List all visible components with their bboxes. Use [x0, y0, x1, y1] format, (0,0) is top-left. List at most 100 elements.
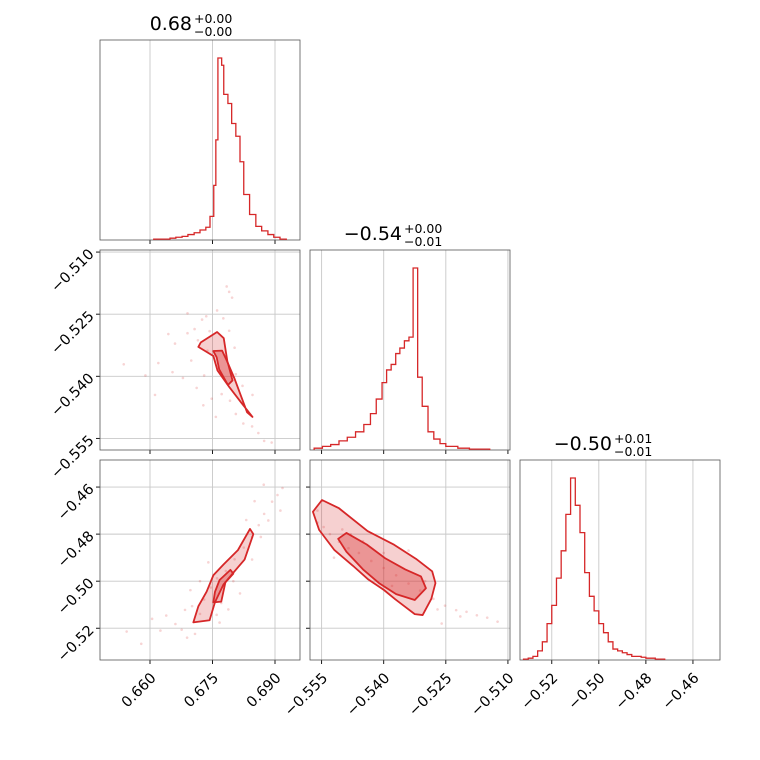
sample-point [209, 586, 213, 589]
sample-point [279, 509, 282, 512]
sample-point [459, 615, 462, 618]
sample-point [157, 361, 160, 365]
sample-point [238, 592, 242, 595]
histogram-bin [627, 655, 632, 660]
sample-point [190, 604, 194, 608]
sample-point [266, 481, 269, 484]
sample-point [225, 285, 228, 288]
sample-point [418, 589, 422, 592]
histogram-panel-0: 0.68 +0.00−0.00 [99, 11, 301, 244]
panel-frame [309, 459, 511, 661]
pair-plot-area [125, 483, 284, 646]
sample-point [407, 549, 410, 552]
histogram-bin [604, 633, 609, 660]
sample-point [167, 332, 170, 336]
x-tick-label: −0.510 [468, 670, 517, 719]
sample-point [208, 329, 211, 333]
y-tick-label: −0.52 [55, 623, 98, 666]
x-tick-label: 0.660 [119, 670, 160, 711]
histogram-bin [561, 551, 566, 660]
sample-point [207, 561, 210, 564]
sample-point [432, 597, 435, 601]
histogram-bin [542, 642, 547, 660]
sample-point [262, 439, 266, 443]
histogram-bin [364, 425, 371, 450]
title-value: −0.50 [554, 433, 612, 455]
sample-point [282, 495, 285, 498]
sample-point [186, 331, 189, 335]
sample-point [332, 556, 336, 559]
sample-point [202, 403, 205, 407]
title-plus-error: +0.00 [404, 221, 442, 236]
sample-point [369, 559, 373, 563]
sample-point [267, 519, 270, 522]
sample-point [357, 551, 361, 555]
sample-point [189, 359, 193, 362]
sample-point [316, 509, 319, 512]
contour-inner [337, 532, 427, 601]
histogram-bin [376, 399, 382, 450]
sample-point [259, 535, 263, 539]
histogram-bin [608, 642, 613, 660]
histogram-bin [347, 437, 355, 450]
histogram-panel-1: −0.54 +0.00−0.01 [309, 221, 511, 454]
sample-point [390, 584, 394, 588]
sample-point [234, 372, 238, 376]
sample-point [257, 431, 260, 435]
panel-frame [99, 249, 301, 451]
histogram-bin [613, 649, 618, 660]
histogram-bin [356, 432, 364, 450]
title-plus-error: +0.00 [194, 11, 232, 26]
histogram-bin [538, 651, 543, 660]
histogram-bin [256, 226, 262, 240]
x-tick-label: 0.690 [244, 670, 285, 711]
sample-point [214, 415, 218, 419]
x-tick-label: −0.52 [519, 670, 562, 713]
sample-point [174, 622, 177, 626]
x-tick-label: −0.48 [613, 670, 656, 713]
histogram-bin [331, 445, 339, 450]
x-tick-label: −0.555 [282, 670, 331, 719]
sample-point [291, 500, 294, 503]
histogram-step-line [153, 57, 287, 240]
sample-point [250, 558, 254, 561]
histogram-bin [232, 124, 236, 240]
sample-point [465, 610, 468, 614]
sample-point [232, 579, 235, 583]
sample-point [220, 392, 223, 396]
sample-point [250, 425, 254, 428]
sample-point [218, 621, 221, 624]
panel-frame [99, 39, 301, 241]
sample-point [193, 632, 197, 636]
histogram-bin [391, 364, 396, 450]
sample-point [193, 327, 196, 331]
pair-plot-area [266, 481, 499, 625]
sample-point [242, 546, 246, 549]
histogram-panel-2: −0.50 +0.01−0.01 [519, 431, 721, 664]
sample-point [195, 386, 198, 390]
histogram-bin [194, 233, 200, 240]
sample-point [139, 642, 143, 646]
histogram-bin [599, 624, 604, 660]
sample-point [227, 329, 231, 333]
panel-frame [519, 459, 721, 661]
sample-point [382, 551, 386, 555]
histogram-bin [585, 573, 590, 660]
sample-point [253, 499, 256, 503]
sample-point [289, 481, 292, 484]
sample-point [394, 573, 398, 577]
histogram-bin [224, 94, 228, 240]
sample-point [328, 532, 332, 536]
histogram-bin [589, 596, 594, 660]
contour-outer [197, 331, 254, 418]
sample-point [242, 422, 245, 425]
sample-point [440, 622, 443, 625]
y-tick-label: −0.510 [48, 246, 97, 295]
sample-point [270, 500, 274, 503]
histogram-bin [434, 439, 440, 450]
histogram-bin [396, 354, 400, 450]
histogram-bin [556, 578, 561, 660]
histogram-bin [428, 432, 434, 450]
histogram-bin [547, 624, 552, 660]
x-tick-label: 0.675 [181, 670, 222, 711]
